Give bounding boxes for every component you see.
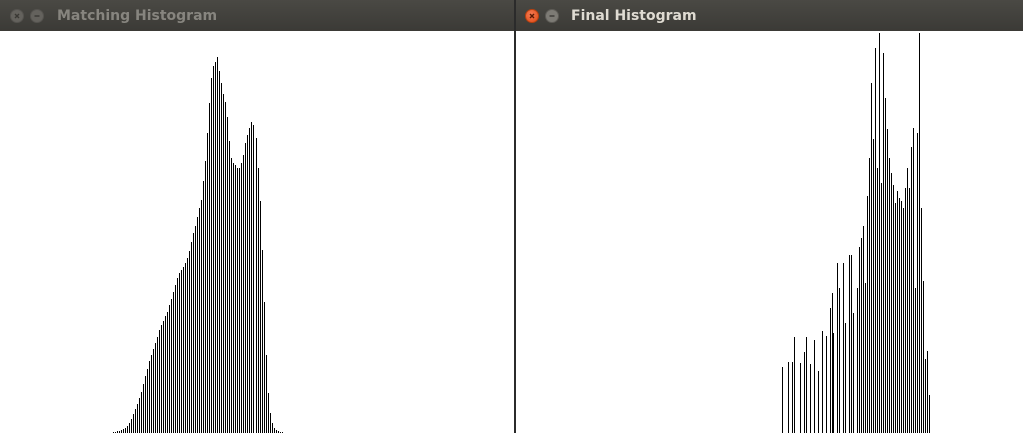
minimize-icon [34, 15, 40, 17]
titlebar-matching[interactable]: Matching Histogram [0, 0, 514, 32]
window-title: Matching Histogram [57, 8, 218, 24]
minimize-button-matching[interactable] [30, 9, 44, 23]
final-histogram-window: Final Histogram [516, 0, 1023, 433]
histogram-canvas-matching [0, 31, 514, 433]
titlebar-final[interactable]: Final Histogram [516, 0, 1023, 32]
histogram-canvas-final [516, 31, 1023, 433]
minimize-button-final[interactable] [545, 9, 559, 23]
close-button-matching[interactable] [10, 9, 24, 23]
close-icon [14, 13, 20, 19]
histogram-chart-matching [113, 57, 283, 433]
histogram-chart-final [782, 33, 930, 433]
minimize-icon [549, 15, 555, 17]
matching-histogram-window: Matching Histogram [0, 0, 514, 433]
window-title: Final Histogram [571, 8, 697, 24]
close-icon [529, 13, 535, 19]
close-button-final[interactable] [525, 9, 539, 23]
